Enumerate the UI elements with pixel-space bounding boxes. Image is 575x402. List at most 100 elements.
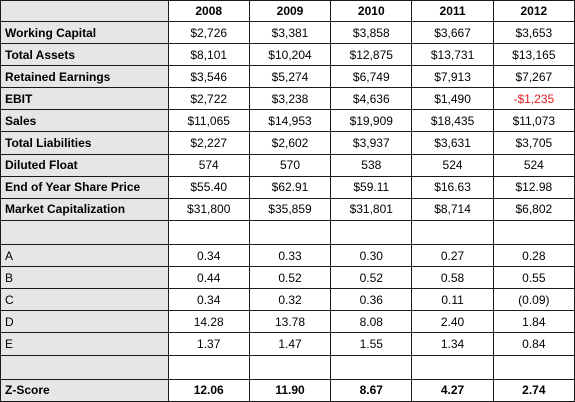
cell-value: 0.28 xyxy=(492,244,575,268)
z-score-value: 2.74 xyxy=(492,378,575,402)
cell-value: $13,165 xyxy=(492,43,575,67)
cell-value: $3,238 xyxy=(248,87,332,111)
empty-cell xyxy=(492,219,575,246)
table-row: Market Capitalization $31,800 $35,859 $3… xyxy=(0,197,575,221)
z-score-value: 8.67 xyxy=(330,378,413,402)
table-row: Sales $11,065 $14,953 $19,909 $18,435 $1… xyxy=(0,109,575,133)
cell-value: $16.63 xyxy=(411,175,494,199)
empty-cell xyxy=(248,219,332,246)
ratio-label: B xyxy=(0,266,169,290)
cell-value: $7,913 xyxy=(411,65,494,89)
cell-value: 8.08 xyxy=(330,310,413,334)
empty-cell xyxy=(492,354,575,380)
z-score-value: 4.27 xyxy=(411,378,494,402)
empty-label-cell xyxy=(0,354,169,380)
cell-value: $4,636 xyxy=(330,87,413,111)
ratio-label: E xyxy=(0,332,169,356)
cell-value: 570 xyxy=(248,153,332,177)
cell-value: $13,731 xyxy=(411,43,494,67)
cell-value: 1.37 xyxy=(167,332,250,356)
cell-value: $62.91 xyxy=(248,175,332,199)
year-header: 2010 xyxy=(330,0,413,22)
cell-value: $2,726 xyxy=(167,20,250,45)
cell-value: 0.34 xyxy=(167,244,250,268)
z-score-label: Z-Score xyxy=(0,378,169,402)
cell-value: $31,801 xyxy=(330,197,413,221)
row-label: Market Capitalization xyxy=(0,197,169,221)
z-score-value: 11.90 xyxy=(248,378,332,402)
row-label: Working Capital xyxy=(0,20,169,45)
empty-cell xyxy=(248,354,332,380)
row-label: Retained Earnings xyxy=(0,65,169,89)
cell-value-negative: -$1,235 xyxy=(492,87,575,111)
cell-value: $2,227 xyxy=(167,131,250,155)
row-label: Total Assets xyxy=(0,43,169,67)
cell-value: $2,602 xyxy=(248,131,332,155)
year-header: 2008 xyxy=(167,0,250,22)
z-score-row: Z-Score 12.06 11.90 8.67 4.27 2.74 xyxy=(0,378,575,402)
header-row: 2008 2009 2010 2011 2012 xyxy=(0,0,575,22)
year-header: 2011 xyxy=(411,0,494,22)
cell-value: $8,101 xyxy=(167,43,250,67)
cell-value: $3,705 xyxy=(492,131,575,155)
cell-value: 0.84 xyxy=(492,332,575,356)
cell-value: $12,875 xyxy=(330,43,413,67)
table-row: D 14.28 13.78 8.08 2.40 1.84 xyxy=(0,310,575,334)
empty-label-cell xyxy=(0,219,169,246)
table-row: Diluted Float 574 570 538 524 524 xyxy=(0,153,575,177)
row-label: End of Year Share Price xyxy=(0,175,169,199)
cell-value: $31,800 xyxy=(167,197,250,221)
table-row: End of Year Share Price $55.40 $62.91 $5… xyxy=(0,175,575,199)
cell-value: $59.11 xyxy=(330,175,413,199)
cell-value: $12.98 xyxy=(492,175,575,199)
cell-value: $3,937 xyxy=(330,131,413,155)
cell-value: (0.09) xyxy=(492,288,575,312)
ratio-label: A xyxy=(0,244,169,268)
cell-value: $2,722 xyxy=(167,87,250,111)
cell-value: $11,065 xyxy=(167,109,250,133)
table-row: A 0.34 0.33 0.30 0.27 0.28 xyxy=(0,244,575,268)
cell-value: 1.55 xyxy=(330,332,413,356)
table-row: E 1.37 1.47 1.55 1.34 0.84 xyxy=(0,332,575,356)
table-row: Working Capital $2,726 $3,381 $3,858 $3,… xyxy=(0,20,575,45)
cell-value: $19,909 xyxy=(330,109,413,133)
cell-value: 0.52 xyxy=(248,266,332,290)
cell-value: 1.47 xyxy=(248,332,332,356)
cell-value: 0.33 xyxy=(248,244,332,268)
cell-value: 0.34 xyxy=(167,288,250,312)
cell-value: 1.84 xyxy=(492,310,575,334)
row-label: EBIT xyxy=(0,87,169,111)
cell-value: $3,381 xyxy=(248,20,332,45)
table-row: Retained Earnings $3,546 $5,274 $6,749 $… xyxy=(0,65,575,89)
cell-value: 0.30 xyxy=(330,244,413,268)
cell-value: $5,274 xyxy=(248,65,332,89)
row-label: Total Liabilities xyxy=(0,131,169,155)
cell-value: 0.11 xyxy=(411,288,494,312)
cell-value: 0.36 xyxy=(330,288,413,312)
ratio-label: C xyxy=(0,288,169,312)
cell-value: 13.78 xyxy=(248,310,332,334)
cell-value: $3,546 xyxy=(167,65,250,89)
cell-value: $6,802 xyxy=(492,197,575,221)
cell-value: 0.27 xyxy=(411,244,494,268)
row-label: Sales xyxy=(0,109,169,133)
table-row: EBIT $2,722 $3,238 $4,636 $1,490 -$1,235 xyxy=(0,87,575,111)
table-row: C 0.34 0.32 0.36 0.11 (0.09) xyxy=(0,288,575,312)
empty-cell xyxy=(167,354,250,380)
cell-value: $3,667 xyxy=(411,20,494,45)
empty-cell xyxy=(411,354,494,380)
cell-value: 0.55 xyxy=(492,266,575,290)
cell-value: 0.52 xyxy=(330,266,413,290)
ratio-label: D xyxy=(0,310,169,334)
cell-value: 0.58 xyxy=(411,266,494,290)
cell-value: $3,653 xyxy=(492,20,575,45)
cell-value: 1.34 xyxy=(411,332,494,356)
cell-value: 524 xyxy=(492,153,575,177)
table-row: Total Assets $8,101 $10,204 $12,875 $13,… xyxy=(0,43,575,67)
empty-cell xyxy=(411,219,494,246)
year-header: 2009 xyxy=(248,0,332,22)
empty-cell xyxy=(330,354,413,380)
cell-value: 0.44 xyxy=(167,266,250,290)
cell-value: 14.28 xyxy=(167,310,250,334)
